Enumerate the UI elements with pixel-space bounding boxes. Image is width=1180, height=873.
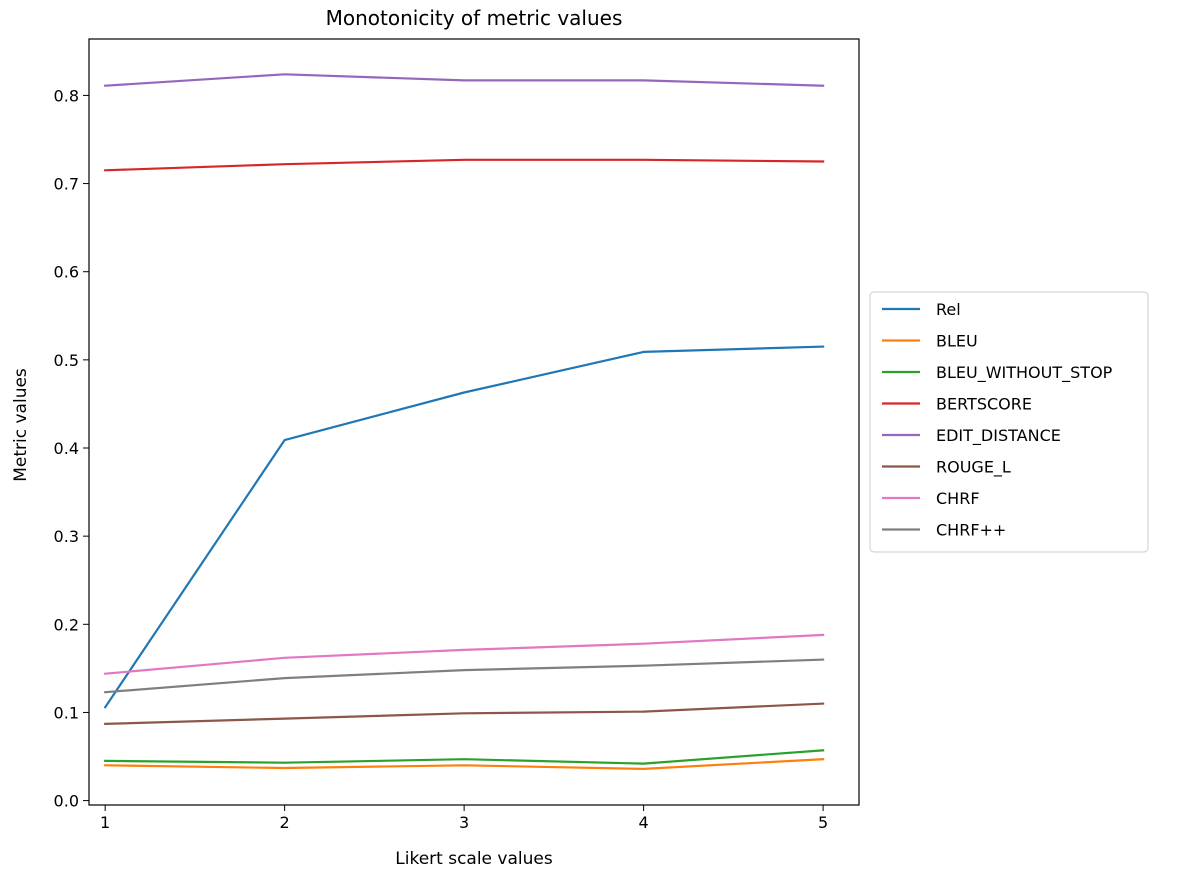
legend-label-rel: Rel bbox=[936, 300, 961, 319]
legend-label-chrf: CHRF bbox=[936, 489, 980, 508]
x-tick-label: 1 bbox=[100, 813, 110, 832]
chart-title: Monotonicity of metric values bbox=[326, 6, 623, 30]
series-line-rel bbox=[103, 345, 825, 709]
y-tick-label: 0.6 bbox=[54, 263, 79, 282]
x-axis-label: Likert scale values bbox=[395, 849, 553, 869]
y-tick-label: 0.1 bbox=[54, 703, 79, 722]
x-tick-label: 2 bbox=[280, 813, 290, 832]
plot-area-frame bbox=[88, 38, 860, 806]
x-tick-label: 4 bbox=[639, 813, 649, 832]
series-line-edit-distance bbox=[104, 73, 825, 87]
legend-box bbox=[869, 291, 1149, 553]
legend-label-rouge-l: ROUGE_L bbox=[936, 458, 1011, 478]
y-tick-label: 0.4 bbox=[54, 439, 79, 458]
x-axis-ticks: 1 2 3 4 5 bbox=[100, 805, 828, 832]
legend-label-bleu-without-stop: BLEU_WITHOUT_STOP bbox=[936, 363, 1113, 383]
legend-label-chrf: CHRF++ bbox=[936, 521, 1006, 540]
x-tick-label: 5 bbox=[818, 813, 828, 832]
series-line-bleu-without-stop bbox=[104, 749, 825, 765]
legend-label-bleu: BLEU bbox=[936, 332, 978, 351]
series-line-rouge-l bbox=[104, 702, 825, 726]
y-tick-label: 0.3 bbox=[54, 527, 79, 546]
y-axis-ticks: 0.0 0.1 0.2 0.3 0.4 0.5 0.6 0.7 0.8 bbox=[54, 86, 89, 811]
series-line-chrf bbox=[104, 658, 825, 694]
y-tick-label: 0.7 bbox=[54, 175, 79, 194]
y-axis-label: Metric values bbox=[11, 368, 31, 482]
legend-label-edit-distance: EDIT_DISTANCE bbox=[936, 426, 1061, 446]
x-tick-label: 3 bbox=[459, 813, 469, 832]
legend: Rel BLEU BLEU_WITHOUT_STOP BERTSCORE EDIT_DI… bbox=[869, 291, 1149, 553]
y-tick-label: 0.2 bbox=[54, 615, 79, 634]
legend-label-bertscore: BERTSCORE bbox=[936, 395, 1032, 414]
y-tick-label: 0.0 bbox=[54, 792, 79, 811]
series-line-bertscore bbox=[104, 158, 825, 172]
series-lines bbox=[103, 73, 825, 771]
y-tick-label: 0.5 bbox=[54, 351, 79, 370]
series-line-chrf bbox=[104, 633, 825, 675]
series-line-bleu bbox=[104, 758, 825, 771]
y-tick-label: 0.8 bbox=[54, 86, 79, 105]
